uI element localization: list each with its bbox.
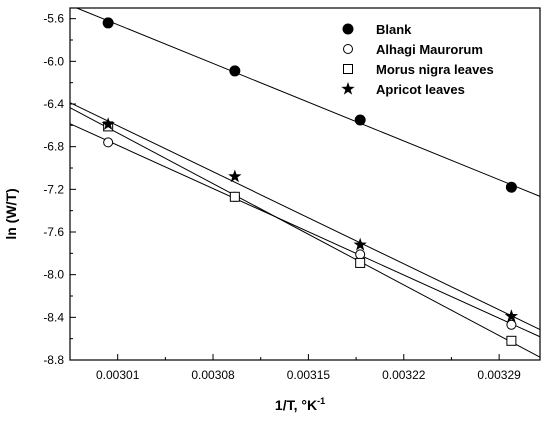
data-point-alhagi-maurorum (355, 249, 366, 260)
y-tick-label: -6.0 (43, 54, 64, 68)
fit-line-alhagi-maurorum (69, 123, 541, 338)
y-tick-label: -8.4 (43, 310, 64, 324)
data-point-apricot-leaves (228, 169, 242, 183)
legend-label-morus-nigra-leaves: Morus nigra leaves (376, 62, 494, 77)
x-axis-title: 1/T, °K-1 (275, 396, 325, 413)
data-point-blank (505, 181, 517, 193)
legend-label-blank: Blank (376, 22, 412, 37)
data-point-morus-nigra-leaves (229, 191, 240, 202)
data-point-apricot-leaves (504, 309, 519, 322)
legend-label-alhagi-maurorum: Alhagi Maurorum (376, 42, 483, 57)
legend-label-apricot-leaves: Apricot leaves (376, 82, 465, 97)
data-markers (101, 17, 519, 346)
data-point-morus-nigra-leaves (506, 335, 517, 346)
data-point-alhagi-maurorum (103, 137, 114, 148)
data-point-alhagi-maurorum (506, 319, 517, 330)
data-point-apricot-leaves (353, 237, 367, 251)
x-tick-label: 0.00308 (191, 368, 235, 382)
legend-marker-alhagi-maurorum (343, 44, 353, 54)
x-tick-label: 0.00301 (96, 368, 140, 382)
x-tick-label: 0.00315 (287, 368, 331, 382)
y-tick-label: -7.6 (43, 225, 64, 239)
plot-frame (69, 7, 541, 361)
y-tick-label: -5.6 (43, 12, 64, 26)
y-tick-label: -6.4 (43, 97, 64, 111)
y-tick-label: -8.0 (43, 268, 64, 282)
x-axis-title-superscript: -1 (317, 396, 325, 406)
fit-line-apricot-leaves (69, 102, 541, 331)
x-tick-label: 0.00322 (382, 368, 426, 382)
legend: Blank Alhagi Maurorum Morus nigra leaves Ap… (341, 22, 494, 97)
y-tick-label: -6.8 (43, 140, 64, 154)
data-point-blank (229, 65, 241, 77)
y-tick-label: -7.2 (43, 182, 64, 196)
y-axis: -5.6 -6.0 -6.4 -6.8 -7.2 -7.6 -8.0 -8.4 -8.8 (43, 12, 76, 367)
legend-marker-apricot-leaves (341, 82, 355, 95)
x-axis: 0.00301 0.00308 0.00315 0.00322 0.00329 (96, 354, 521, 382)
fit-line-morus-nigra-leaves (69, 107, 541, 358)
data-point-morus-nigra-leaves (355, 257, 366, 268)
data-point-blank (354, 114, 366, 126)
x-tick-label: 0.00329 (477, 368, 521, 382)
legend-marker-blank (342, 23, 354, 35)
y-tick-label: -8.8 (43, 353, 64, 367)
data-point-apricot-leaves (101, 117, 115, 130)
fit-lines (69, 7, 541, 358)
legend-marker-morus-nigra-leaves (343, 64, 353, 74)
fit-line-blank (76, 7, 541, 197)
x-axis-title-main: 1/T, °K (275, 397, 317, 413)
y-axis-title: ln (W/T) (3, 188, 19, 239)
data-point-blank (102, 17, 114, 29)
